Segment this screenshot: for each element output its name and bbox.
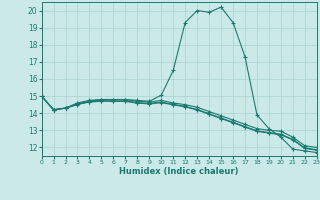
X-axis label: Humidex (Indice chaleur): Humidex (Indice chaleur) bbox=[119, 167, 239, 176]
